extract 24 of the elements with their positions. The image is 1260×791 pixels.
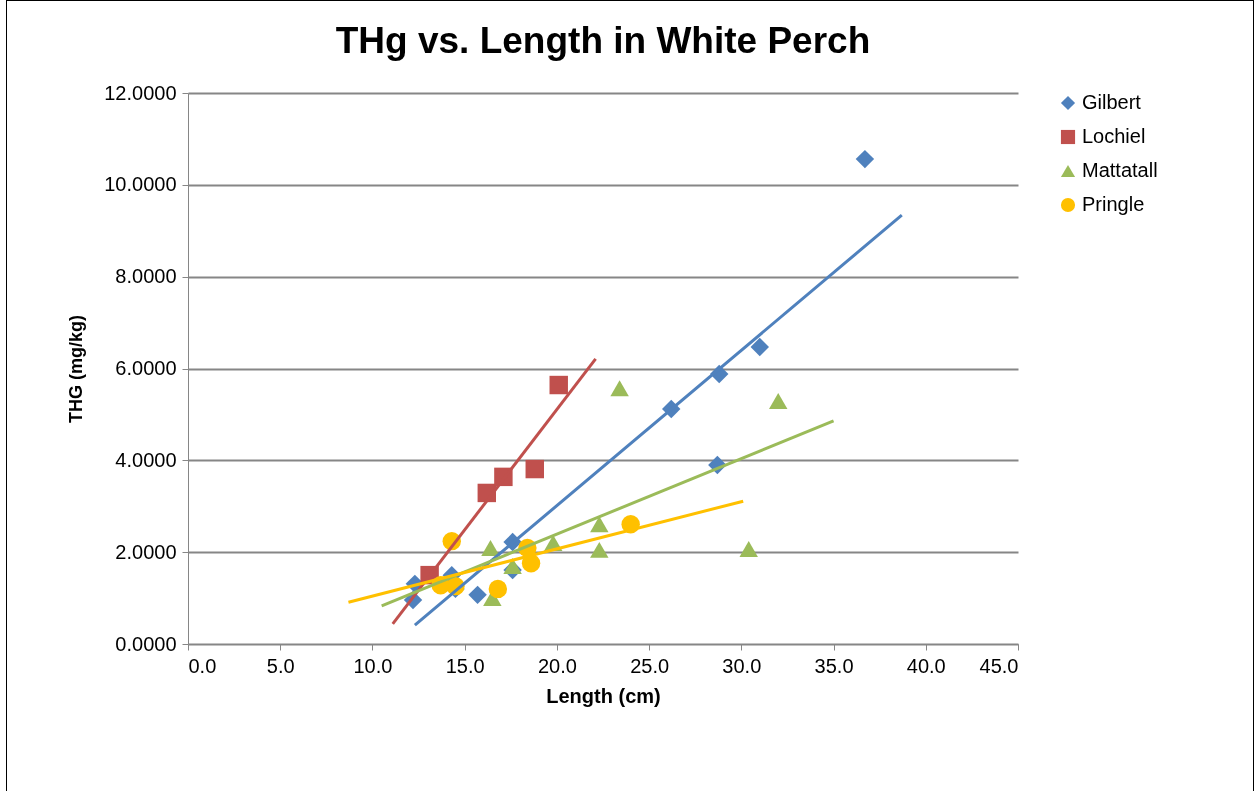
x-tick-label: 45.0 xyxy=(979,654,1019,677)
legend-label: Lochiel xyxy=(1082,125,1146,147)
legend-label: Mattatall xyxy=(1082,159,1158,181)
x-tick-label: 20.0 xyxy=(537,654,577,677)
legend-label: Gilbert xyxy=(1082,91,1142,113)
x-tick-label: 35.0 xyxy=(814,654,854,677)
y-axis-title: THG (mg/kg) xyxy=(66,315,87,423)
x-tick-label: 10.0 xyxy=(353,654,393,677)
y-tick-label: 2.0000 xyxy=(115,540,177,563)
y-tick-label: 12.0000 xyxy=(104,81,177,104)
x-tick-label: 0.0 xyxy=(188,654,217,677)
y-tick-label: 8.0000 xyxy=(115,265,177,288)
y-tick-label: 0.0000 xyxy=(115,632,177,655)
chart-title: THg vs. Length in White Perch xyxy=(335,20,871,61)
x-tick-label: 5.0 xyxy=(266,654,295,677)
y-tick-label: 4.0000 xyxy=(115,448,177,471)
y-tick-label: 10.0000 xyxy=(104,173,177,196)
y-tick-label: 6.0000 xyxy=(115,357,177,379)
x-tick-label: 30.0 xyxy=(722,654,762,677)
legend-label: Pringle xyxy=(1082,193,1145,215)
x-tick-label: 40.0 xyxy=(906,654,946,677)
x-axis-title: Length (cm) xyxy=(546,684,661,707)
x-tick-label: 15.0 xyxy=(445,654,485,677)
x-tick-label: 25.0 xyxy=(630,654,670,677)
